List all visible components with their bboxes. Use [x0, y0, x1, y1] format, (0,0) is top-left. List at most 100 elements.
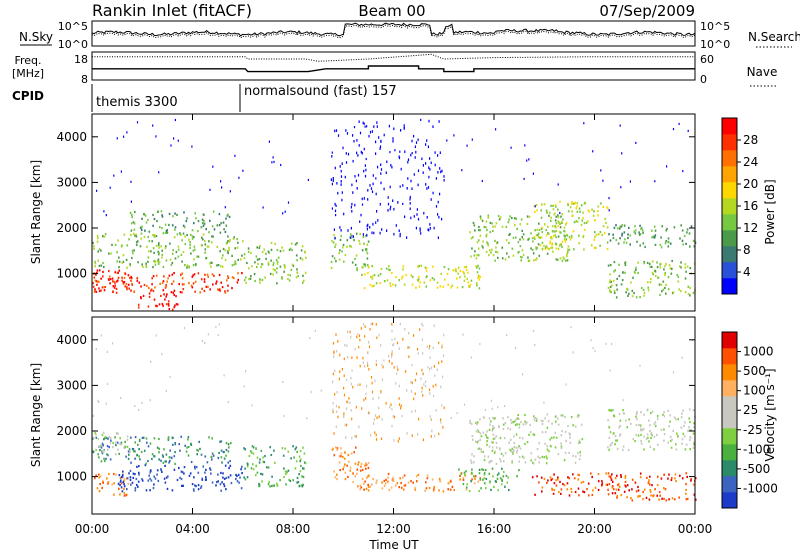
echo-cell: [423, 211, 425, 215]
echo-cell: [134, 489, 137, 492]
echo-cell: [398, 347, 400, 350]
echo-cell: [154, 263, 157, 266]
echo-cell: [549, 211, 551, 214]
echo-cell: [560, 414, 562, 417]
echo-cell: [109, 282, 111, 285]
echo-cell: [391, 165, 393, 169]
echo-cell: [225, 488, 227, 491]
echo-cell: [117, 432, 119, 435]
echo-cell: [381, 418, 383, 421]
echo-cell: [669, 267, 672, 270]
echo-cell: [197, 488, 200, 491]
echo-cell: [416, 213, 418, 216]
echo-cell: [536, 417, 538, 421]
echo-cell: [172, 280, 175, 283]
echo-cell: [363, 197, 365, 200]
echo-cell: [192, 274, 194, 277]
echo-cell: [150, 289, 152, 292]
echo-cell: [424, 489, 426, 492]
echo-cell: [135, 243, 138, 247]
echo-cell: [238, 176, 240, 179]
echo-cell: [479, 215, 482, 218]
echo-cell: [261, 263, 264, 266]
echo-cell: [364, 325, 366, 328]
echo-cell: [364, 480, 366, 483]
echo-cell: [259, 458, 261, 461]
echo-cell: [243, 447, 245, 450]
echo-cell: [571, 201, 573, 204]
echo-cell: [396, 482, 399, 485]
echo-cell: [181, 239, 183, 242]
echo-cell: [338, 377, 340, 381]
echo-cell: [681, 356, 683, 359]
echo-cell: [363, 398, 365, 402]
echo-cell: [426, 477, 429, 480]
echo-cell: [334, 209, 337, 213]
echo-cell: [391, 272, 393, 275]
echo-cell: [388, 265, 390, 268]
echo-cell: [480, 435, 483, 438]
echo-cell: [162, 265, 165, 268]
echo-cell: [645, 437, 648, 440]
echo-cell: [116, 432, 118, 435]
echo-cell: [222, 254, 224, 257]
echo-cell: [124, 440, 126, 443]
echo-cell: [127, 457, 130, 460]
echo-cell: [544, 431, 547, 434]
echo-cell: [182, 250, 185, 254]
colorbar-tick-label: 8: [743, 243, 751, 257]
echo-cell: [664, 273, 666, 277]
echo-cell: [609, 285, 612, 289]
echo-cell: [582, 216, 584, 220]
echo-cell: [429, 356, 431, 360]
echo-cell: [500, 460, 502, 463]
echo-cell: [381, 437, 383, 440]
echo-cell: [282, 212, 284, 215]
echo-cell: [548, 450, 550, 453]
echo-cell: [231, 276, 234, 279]
echo-cell: [211, 481, 214, 484]
echo-cell: [268, 480, 270, 484]
echo-cell: [361, 468, 364, 472]
echo-cell: [567, 202, 569, 205]
echo-cell: [339, 469, 341, 472]
echo-cell: [428, 486, 431, 490]
echo-cell: [173, 455, 176, 458]
echo-cell: [640, 429, 642, 432]
echo-cell: [391, 338, 393, 341]
echo-cell: [524, 413, 526, 417]
echo-cell: [450, 480, 452, 483]
echo-cell: [558, 491, 560, 494]
echo-cell: [516, 417, 519, 420]
echo-cell: [366, 243, 369, 246]
echo-cell: [405, 273, 407, 277]
echo-cell: [670, 272, 673, 275]
echo-cell: [470, 356, 472, 359]
echo-cell: [201, 339, 204, 343]
echo-cell: [483, 482, 486, 485]
echo-cell: [119, 437, 121, 440]
echo-cell: [243, 257, 246, 260]
echo-cell: [371, 265, 374, 268]
echo-cell: [535, 247, 538, 251]
echo-cell: [557, 214, 559, 217]
echo-cell: [441, 360, 443, 363]
echo-cell: [626, 484, 629, 487]
echo-cell: [681, 442, 683, 445]
echo-cell: [578, 207, 581, 210]
beam-title: Beam 00: [358, 2, 425, 20]
echo-cell: [476, 421, 479, 424]
velocity-y-axis-label: Slant Range [km]: [29, 363, 43, 467]
echo-cell: [361, 477, 364, 481]
echo-cell: [272, 484, 274, 487]
echo-cell: [606, 483, 609, 486]
echo-cell: [516, 449, 519, 452]
echo-cell: [535, 246, 537, 249]
echo-cell: [539, 457, 541, 460]
echo-cell: [639, 244, 641, 247]
echo-cell: [594, 246, 597, 249]
echo-cell: [488, 417, 491, 420]
echo-cell: [480, 450, 483, 453]
echo-cell: [356, 468, 359, 471]
